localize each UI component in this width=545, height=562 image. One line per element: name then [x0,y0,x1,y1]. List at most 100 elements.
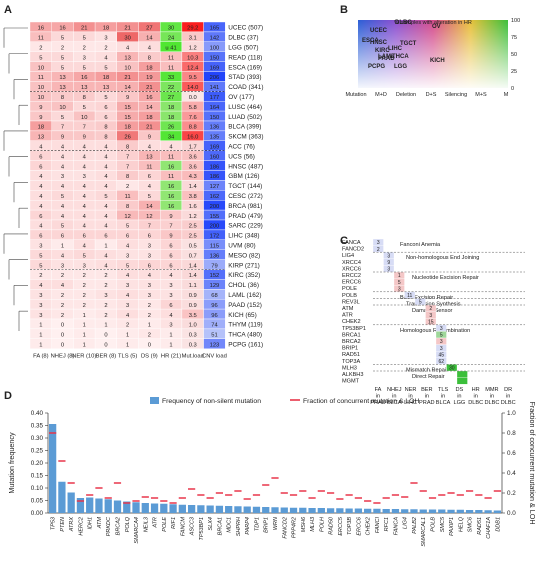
heatmap-cell-value: 4 [83,194,87,200]
pathway-column-label: DS [455,387,463,393]
heatmap-cell-value: 141 [210,85,220,91]
heatmap-cell-value: 177 [210,95,220,101]
heatmap-cell-value: 2 [39,46,42,52]
legend-line-label: Fraction of concurrent mutation & LOH [303,398,419,405]
heatmap-cell-value: 0.0 [189,95,197,101]
heatmap-cell-value: 115 [210,244,219,250]
heatmap-column-label: CNV load [202,354,227,360]
x-tick-label: PRKDC [106,517,112,536]
y-tick-label: 0.35 [31,423,44,430]
heatmap-cell-value: 1 [39,333,42,339]
x-tick-label: PPP4R2 [292,517,298,538]
pathway-column-label: in [392,394,396,400]
heatmap-cell-value: 2.5 [189,224,197,230]
heatmap-cell-value: 2 [83,283,86,289]
heatmap-cell-value: 2 [148,313,151,319]
heatmap-cell-value: 6 [148,263,151,269]
gene-label: MLH3 [342,365,357,371]
bar-paxip1 [447,509,455,513]
heatmap-cell-value: 4 [39,283,43,289]
panel-b-cancer-label: ESCA [362,38,379,44]
heatmap-cell-value: 6 [148,174,151,180]
heatmap-column-label: TLS (5) [118,354,137,360]
pathway-column-label: in [425,394,429,400]
pathway-cell-value: 30 [449,366,455,372]
heatmap-cell-value: 19 [146,75,152,81]
heatmap-cell-value: 51 [211,333,217,339]
heatmap-cell-value: 3 [126,283,129,289]
pathway-cell-value: 3 [387,267,390,273]
gene-label: REV3L [342,299,360,305]
heatmap-cell-value: 3.5 [189,313,197,319]
heatmap-cell-value: 16.0 [187,135,198,141]
heatmap-cell-value: 11 [168,154,174,160]
heatmap-cell-value: 1.1 [189,283,197,289]
panel-b-scale-label: 100 [511,18,520,24]
cancer-label: BLCA (399) [228,124,261,131]
bar-smc5 [438,509,446,513]
heatmap-cell-value: 1.7 [189,145,197,151]
x-tick-label: ATM [97,517,103,530]
heatmap-cell-value: 4 [148,145,152,151]
heatmap-cell-value: 150 [210,115,220,121]
heatmap-cell-value: 13 [146,154,152,160]
heatmap-cell-value: 1 [61,244,64,250]
y-tick-label: 0.05 [31,498,44,505]
cancer-label: THCA (480) [228,332,262,339]
gene-label: ERCC2 [342,273,361,279]
heatmap-cell-value: 14.0 [187,85,198,91]
heatmap-cell-value: 21 [146,85,152,91]
legend-bar-label: Frequency of non-silent mutation [162,398,261,405]
bar-polb [428,509,437,513]
heatmap-cell-value: 11 [146,164,152,170]
heatmap-cell-value: 5 [61,115,64,121]
heatmap-cell-value: 4 [148,184,152,190]
heatmap-cell-value: 5 [61,194,64,200]
heatmap-cell-value: 21 [146,125,152,131]
heatmap-cell-value: u 41 [165,46,176,52]
x-tick-label: NEIL3 [143,516,149,532]
bar-fancm [178,504,186,513]
bar-smarcal1 [419,509,427,513]
heatmap-cell-value: 169 [210,65,220,71]
pathway-column-label: TLS [438,387,449,393]
heatmap-cell-value: 4 [104,204,108,210]
heatmap-cell-value: 1 [126,333,129,339]
panel-a-letter: A [4,4,12,16]
heatmap-cell-value: 4 [61,164,65,170]
x-tick-label: SLX4 [208,517,214,530]
heatmap-cell-value: 6 [104,105,107,111]
heatmap-cell-value: 96 [211,303,217,309]
panel-b-scale-label: 25 [511,69,517,75]
gene-label: BRIP1 [342,346,358,352]
heatmap-cell-value: 79 [211,263,217,269]
bar-smc6 [465,510,474,513]
heatmap-cell-value: 3 [148,283,151,289]
heatmap-cell-value: 26 [168,125,174,131]
heatmap-cell-value: 18 [38,125,44,131]
heatmap-cell-value: 26 [124,135,130,141]
cancer-label: COAD (341) [228,84,263,91]
heatmap-cell-value: 3 [39,293,42,299]
y-tick-label: 0.40 [31,410,44,417]
heatmap-cell-value: 3 [104,293,107,299]
bar-shprh [234,506,242,513]
heatmap-cell-value: 2 [61,46,64,52]
heatmap-cell-value: 3 [126,303,129,309]
x-tick-label: RAD51 [477,517,483,535]
heatmap-cell-value: 11 [168,174,174,180]
x-tick-label: TDP1 [254,517,260,531]
cancer-label: UVM (80) [228,243,255,250]
cancer-label: TGCT (144) [228,183,262,190]
pathway-label: Non-homologous End Joining [406,255,479,261]
heatmap-cell-value: 5 [61,224,64,230]
heatmap-cell-value: 30 [168,26,174,32]
panel-b-fade-overlay [358,20,508,88]
heatmap-cell-value: 3 [83,263,86,269]
pathway-cell-value: 11 [407,293,412,299]
heatmap-cell-value: 5 [126,263,129,269]
heatmap-cell-value: 6 [126,234,129,240]
heatmap-cell-value: 1.0 [189,323,197,329]
panel-b-cancer-label: KICH [430,58,445,64]
heatmap-cell-value: 6 [148,234,151,240]
